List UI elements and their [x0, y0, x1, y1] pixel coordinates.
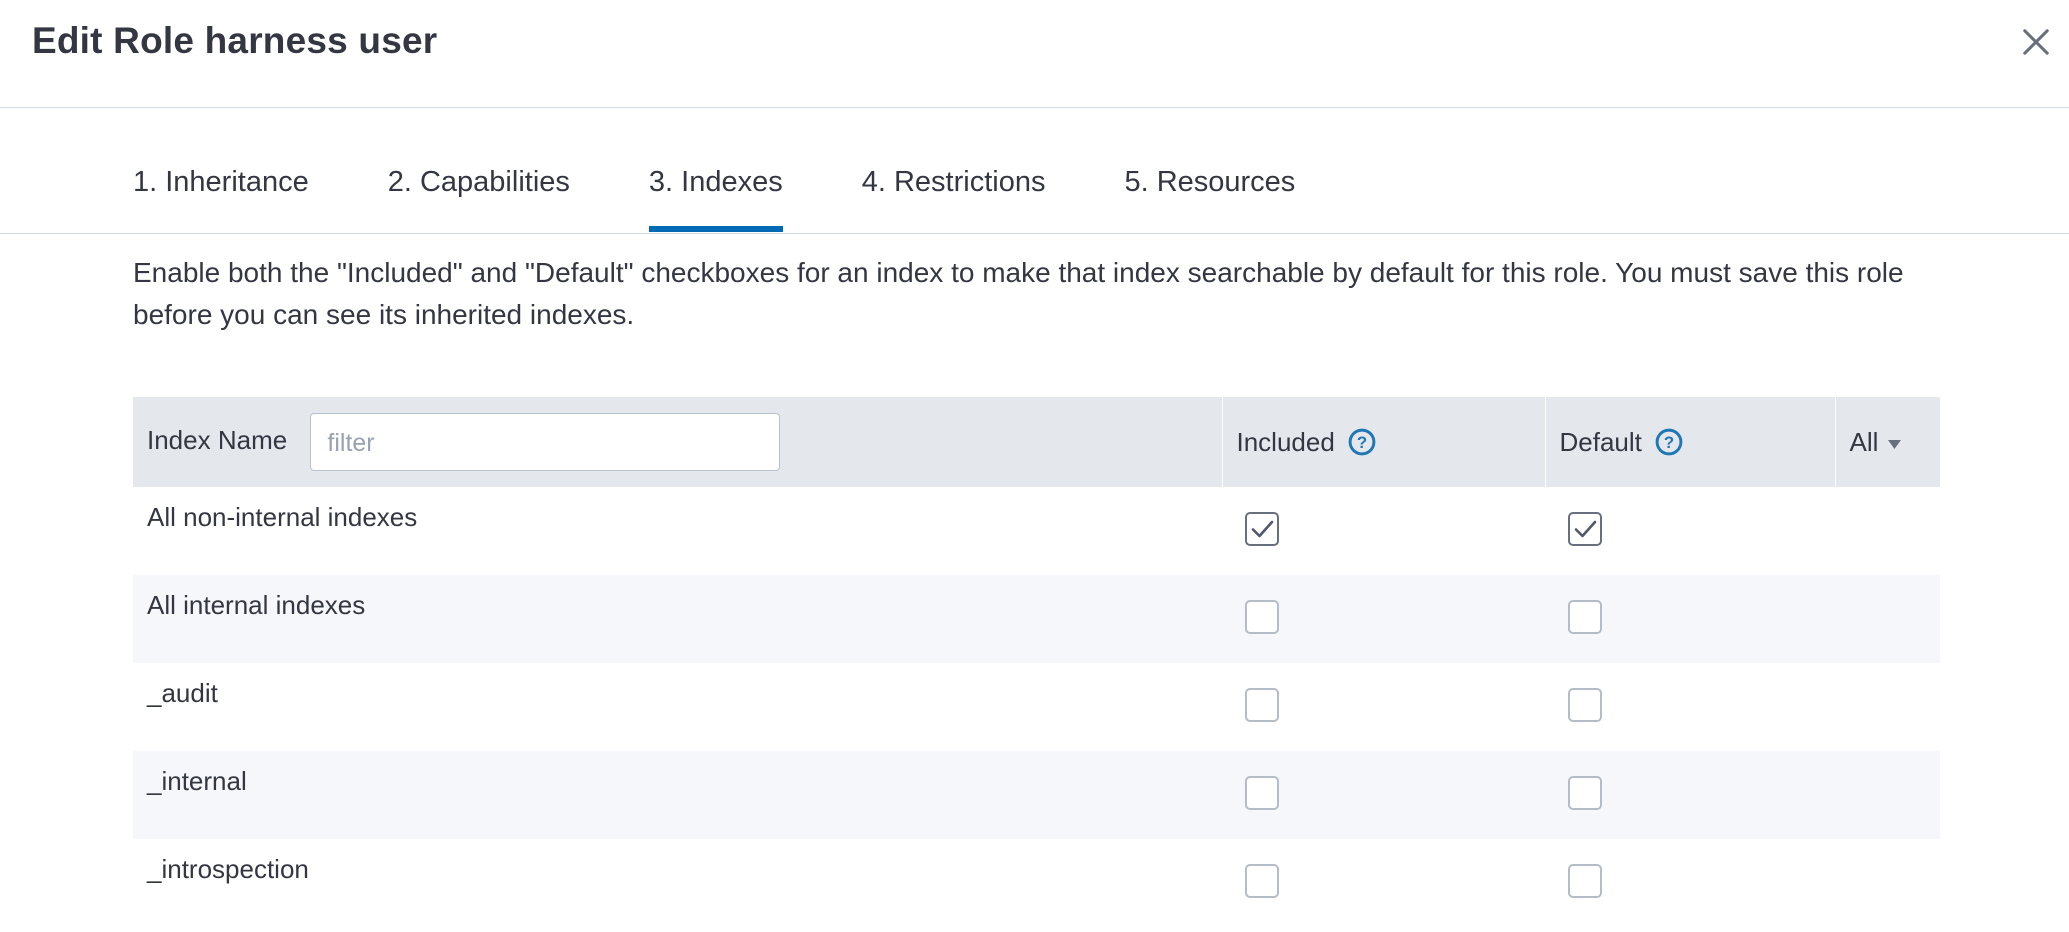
- svg-text:?: ?: [1664, 433, 1674, 452]
- svg-text:?: ?: [1357, 433, 1367, 452]
